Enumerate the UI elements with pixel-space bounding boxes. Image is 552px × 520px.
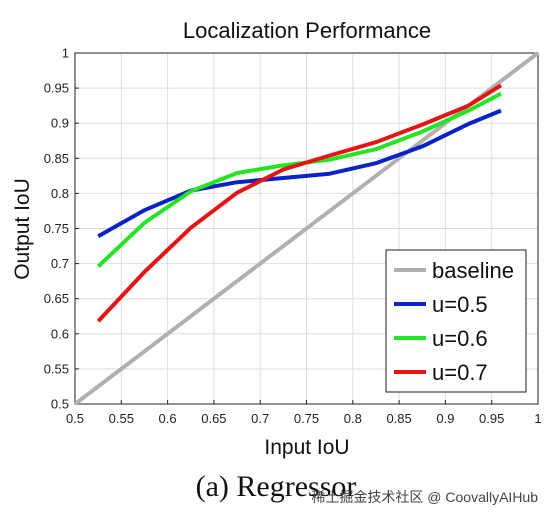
legend-label: baseline: [432, 258, 514, 283]
legend-box: [385, 249, 527, 393]
legend: baseline u=0.5 u=0.6 u=0.7: [385, 249, 527, 393]
legend-label: u=0.7: [432, 360, 488, 385]
y-tick-label: 1: [62, 46, 69, 61]
figure-caption: (a) Regressor: [195, 470, 357, 503]
series-line-u-0-5: [97, 108, 502, 238]
x-tick-label: 0.55: [109, 411, 134, 426]
x-tick-label: 0.9: [436, 411, 454, 426]
y-tick-label: 0.65: [44, 291, 69, 306]
legend-label: u=0.5: [432, 292, 488, 317]
y-tick-label: 0.5: [51, 397, 69, 412]
x-tick-label: 0.65: [201, 411, 226, 426]
y-tick-label: 0.85: [44, 151, 69, 166]
y-tick-label: 0.75: [44, 221, 69, 236]
x-tick-label: 0.7: [251, 411, 269, 426]
legend-label: u=0.6: [432, 326, 488, 351]
x-tick-label: 0.95: [479, 411, 504, 426]
x-tick-label: 0.85: [386, 411, 411, 426]
x-tick-label: 0.75: [294, 411, 319, 426]
x-axis-title: Input IoU: [264, 436, 349, 459]
y-tick-label: 0.6: [51, 326, 69, 341]
y-tick-label: 0.7: [51, 256, 69, 271]
series-line-u-0-6: [96, 91, 502, 268]
y-tick-label: 0.55: [44, 361, 69, 376]
chart-title: Localization Performance: [183, 18, 431, 43]
series-line-u-0-7: [96, 83, 503, 323]
x-tick-label: 0.6: [159, 411, 177, 426]
x-tick-label: 0.5: [66, 411, 84, 426]
y-tick-label: 0.95: [44, 81, 69, 96]
ticks: 0.5 0.55 0.6 0.65 0.7 0.75 0.8 0.85 0.9 0.95 1 0.5 0…: [44, 46, 542, 427]
watermark: 稀土掘金技术社区 @ CoovallyAIHub: [311, 489, 538, 505]
y-tick-label: 0.9: [51, 116, 69, 131]
y-axis-title: Output IoU: [11, 178, 34, 280]
series-layer: [73, 51, 540, 406]
series-line-baseline: [73, 51, 540, 406]
x-tick-label: 1: [534, 411, 541, 426]
x-tick-label: 0.8: [344, 411, 362, 426]
y-tick-label: 0.8: [51, 186, 69, 201]
